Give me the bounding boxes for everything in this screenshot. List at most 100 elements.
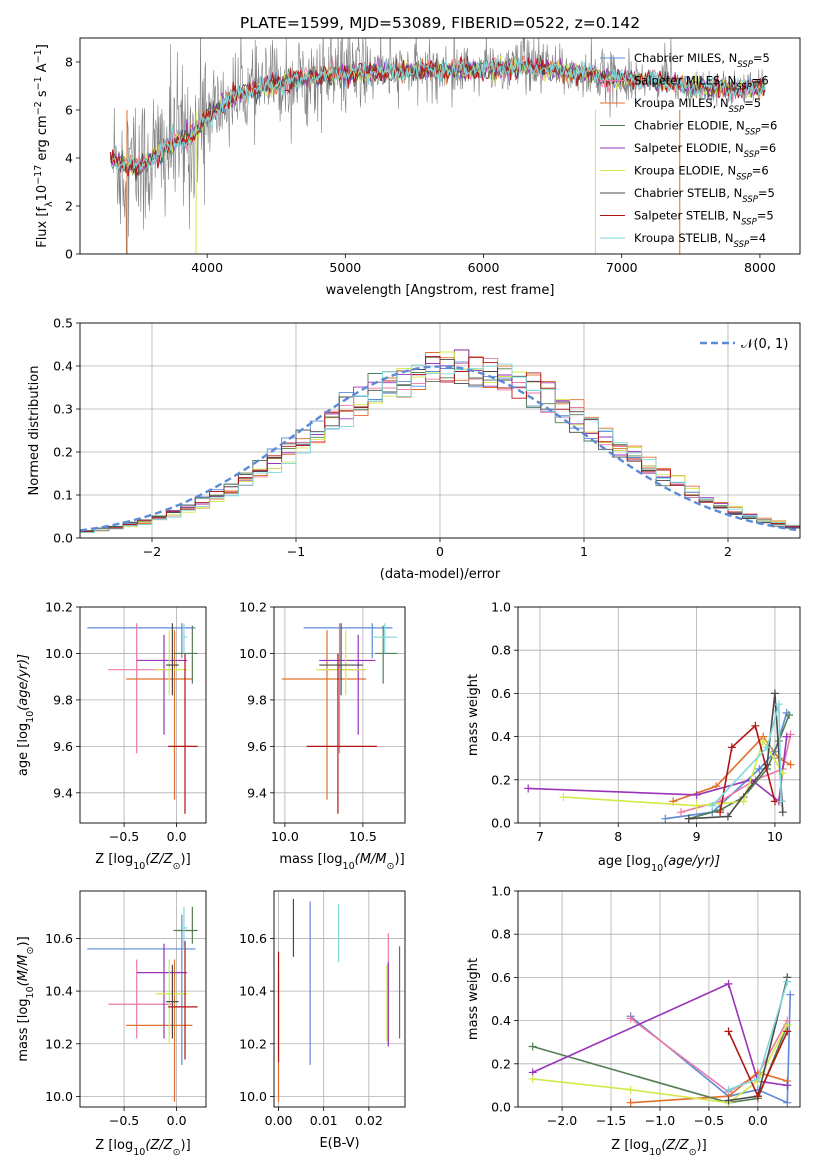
x-tick-label: 1 (580, 544, 588, 559)
x-tick-label: 10 (767, 829, 783, 844)
plot-area (109, 38, 767, 254)
axes-frame (79, 37, 801, 255)
plus-marker (786, 990, 795, 999)
label-part: SSP (737, 60, 753, 70)
label-part: =6 (759, 141, 776, 155)
y-axis-label: mass weight (466, 674, 481, 756)
label-part: SSP (736, 173, 752, 183)
x-tick-label: 10.5 (349, 829, 377, 844)
x-tick-label: −1 (287, 544, 305, 559)
label-part: (Z/Z (145, 1138, 173, 1153)
panel-residuals: −2 −1 0 1 2 0.0 0.1 0.2 0.3 0.4 0.5 (data-model)/er… (27, 316, 801, 582)
label-part: =6 (760, 119, 777, 133)
y-tick-label: 0 (65, 247, 73, 262)
y-axis-label: Flux [fλ10−17 erg cm−2 s−1 A−1] (33, 44, 55, 248)
label-part: )] (181, 1138, 191, 1153)
y-tick-label: 0.2 (491, 1056, 511, 1071)
legend-entry: 𝒩(0, 1) (741, 337, 788, 352)
normal-curve (80, 365, 798, 532)
plus-marker (724, 1085, 733, 1094)
label-part: 10 (133, 861, 145, 872)
x-tick-label: 7000 (606, 260, 638, 275)
plus-marker (676, 808, 685, 817)
legend-entry: Salpeter STELIB, NSSP=5 (634, 209, 774, 228)
plus-marker (626, 1014, 635, 1023)
plus-marker (783, 977, 792, 986)
label-part: 10 (343, 861, 355, 872)
legend-entry: Kroupa STELIB, NSSP=4 (634, 231, 766, 250)
x-axis-label: mass [log10(M/M⊙)] (279, 852, 404, 872)
x-tick-label: 2 (724, 544, 732, 559)
label-part: =5 (744, 96, 761, 110)
y-axis-label: age [log10(age/yr)] (16, 654, 36, 776)
model-spectrum (112, 57, 767, 172)
x-tick-label: 0.0 (167, 1113, 187, 1128)
plus-marker (759, 736, 768, 745)
plot-area (274, 607, 405, 823)
x-tick-label: 0.01 (310, 1113, 338, 1128)
label-part: Chabrier MILES, N (634, 51, 737, 65)
label-part: )] (181, 852, 191, 867)
label-part: (M/M (16, 954, 31, 986)
plus-marker (782, 732, 791, 741)
weight-line (532, 1024, 789, 1104)
y-tick-label: 4 (65, 151, 73, 166)
label-part: SSP (729, 105, 745, 115)
legend-entry: Kroupa MILES, NSSP=5 (634, 96, 761, 115)
plus-marker (777, 797, 786, 806)
plus-marker (786, 730, 795, 739)
plus-marker (724, 1027, 733, 1036)
plus-marker (723, 812, 732, 821)
plus-marker (783, 1081, 792, 1090)
y-tick-label: 9.8 (53, 692, 73, 707)
histogram-steps (80, 363, 800, 535)
label-part: mass [log (16, 998, 31, 1061)
label-part: age [log (598, 854, 651, 869)
x-tick-label: −2.0 (547, 1113, 577, 1128)
label-part: 10 (651, 863, 663, 874)
plus-marker (626, 1085, 635, 1094)
x-axis-label: (data-model)/error (380, 567, 501, 582)
legend: 𝒩(0, 1) (700, 337, 788, 352)
y-tick-label: 10.4 (45, 984, 73, 999)
plus-marker (753, 1092, 762, 1101)
x-tick-label: 7 (536, 829, 544, 844)
x-tick-label: 10.0 (271, 829, 299, 844)
chart-title: PLATE=1599, MJD=53089, FIBERID=0522, z=0… (240, 14, 640, 32)
label-part: ⊙ (173, 861, 181, 872)
x-tick-label: −1.0 (645, 1113, 675, 1128)
x-tick-label: 8 (614, 829, 622, 844)
legend-entry: Chabrier MILES, NSSP=5 (634, 51, 770, 70)
y-tick-label: 6 (65, 103, 73, 118)
plus-marker (774, 700, 783, 709)
label-part: 10 (25, 711, 36, 723)
x-tick-label: 0.02 (355, 1113, 383, 1128)
label-part: mass [log (279, 852, 342, 867)
x-tick-label: −2 (143, 544, 161, 559)
label-part: (age/yr)] (16, 654, 31, 711)
y-tick-label: 10.6 (239, 931, 267, 946)
label-part: (Z/Z (661, 1138, 689, 1153)
y-tick-label: 0.4 (491, 1013, 511, 1028)
label-part: 10 (35, 185, 50, 202)
x-axis-label: Z [log10(Z/Z⊙)] (611, 1138, 706, 1158)
label-part: ⊙ (173, 1147, 181, 1158)
plus-marker (783, 1098, 792, 1107)
label-part: age [log (16, 723, 31, 776)
plus-marker (763, 743, 772, 752)
spectrum-data (112, 38, 766, 254)
label-part: −17 (33, 165, 44, 185)
label-part: SSP (736, 83, 752, 93)
label-part: =4 (749, 231, 766, 245)
label-part: Z [log (611, 1138, 649, 1153)
y-tick-label: 10.2 (239, 1036, 267, 1051)
plot-area (80, 607, 206, 823)
x-tick-label: 0 (436, 544, 444, 559)
panel-age-vs-Z: −0.5 0.09.49.69.810.010.2Z [log10(Z/Z⊙)]a… (16, 600, 207, 872)
y-tick-label: 9.6 (247, 739, 267, 754)
label-part: erg cm (35, 115, 50, 164)
x-axis-label: Z [log10(Z/Z⊙)] (95, 852, 190, 872)
plus-marker (724, 979, 733, 988)
y-tick-label: 0.8 (491, 927, 511, 942)
y-tick-label: 0.0 (53, 531, 73, 546)
